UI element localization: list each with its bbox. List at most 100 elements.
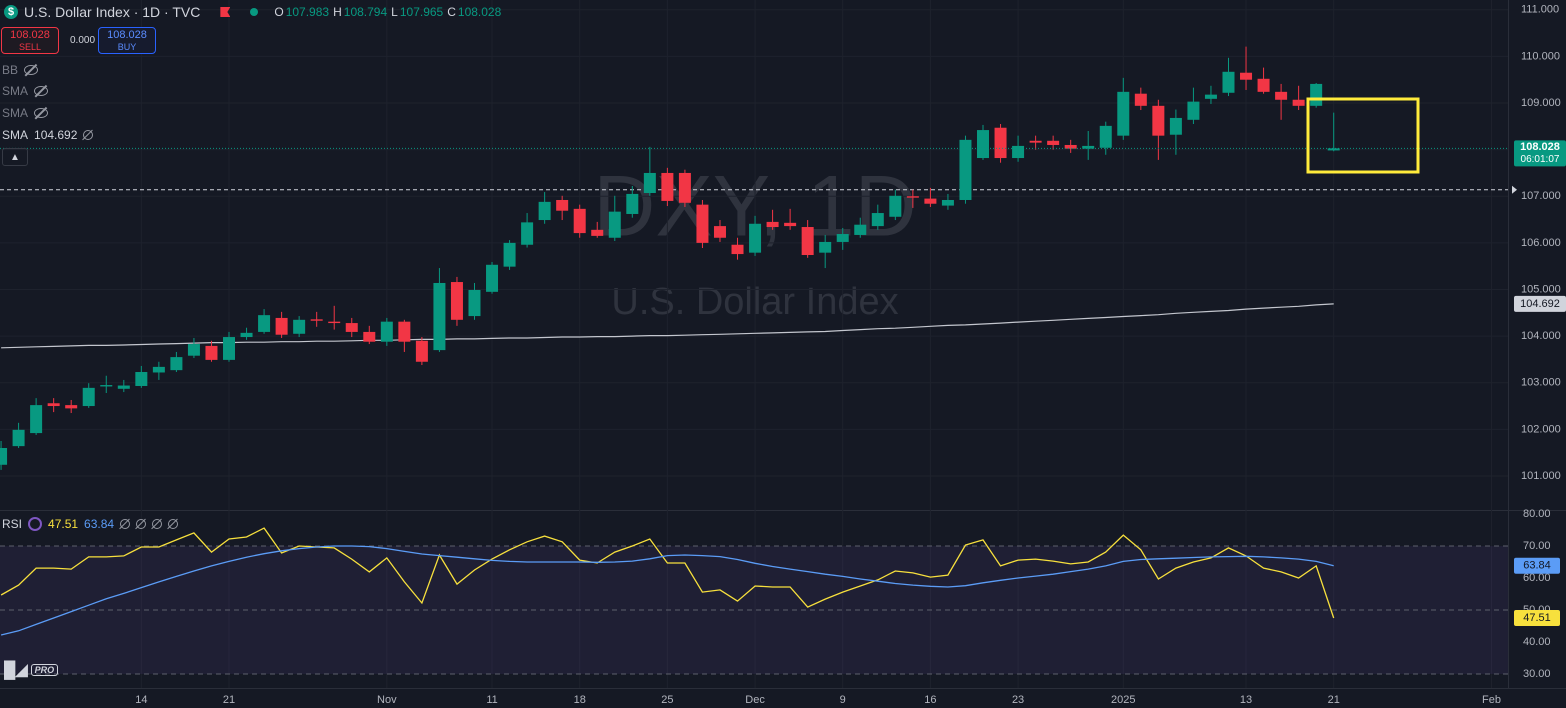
candle-body: [187, 344, 200, 356]
rsi-tick-label: 40.00: [1523, 636, 1551, 648]
ohlc-key: O: [274, 5, 284, 19]
rsi-tick-label: 70.00: [1523, 540, 1551, 552]
y-tick-label: 110.000: [1521, 50, 1560, 62]
candle-body: [47, 403, 60, 407]
rsi-tick-label: 30.00: [1523, 668, 1551, 680]
y-tick-label: 109.000: [1521, 97, 1561, 109]
ohlc-key: L: [391, 5, 398, 19]
y-tick-label: 111.000: [1521, 4, 1559, 16]
candle-body: [258, 315, 271, 332]
candle-body: [380, 321, 393, 342]
logo[interactable]: █◢ PRO: [4, 660, 59, 680]
candle-body: [310, 319, 323, 321]
candle-body: [1169, 117, 1182, 135]
rsi-label: 47.51: [1523, 612, 1551, 624]
indicator-row[interactable]: SMA: [2, 84, 49, 98]
candle-body: [591, 229, 604, 236]
candle-body: [1187, 101, 1200, 120]
x-tick-label: 21: [1328, 694, 1340, 706]
candle-body: [626, 193, 639, 214]
hidden-icon[interactable]: [34, 86, 49, 96]
ohlc-key: C: [447, 5, 456, 19]
candle-body: [65, 405, 78, 409]
y-tick-label: 101.000: [1521, 470, 1561, 482]
x-tick-label: 18: [574, 694, 586, 706]
candle-body: [994, 127, 1007, 159]
indicator-row[interactable]: SMA 104.692: [2, 128, 94, 142]
candle-body: [415, 340, 428, 362]
candle-body: [1257, 78, 1270, 92]
candle-body: [1240, 72, 1253, 80]
x-tick-label: 2025: [1111, 694, 1135, 706]
candle-body: [906, 196, 919, 198]
buy-button[interactable]: 108.028 BUY: [98, 27, 156, 54]
na-icon: [120, 519, 131, 529]
candle-body: [784, 222, 797, 227]
candle-body: [854, 224, 867, 235]
buy-label: BUY: [117, 41, 137, 52]
indicator-value: 104.692: [34, 128, 78, 142]
sma-label: 104.692: [1520, 298, 1560, 310]
buy-price: 108.028: [107, 28, 147, 41]
indicator-row[interactable]: SMA: [2, 106, 49, 120]
candle-body: [275, 317, 288, 335]
ohlc-value: 107.965: [399, 5, 444, 19]
candle-body: [1222, 71, 1235, 93]
sma-label-box: [1514, 295, 1566, 312]
candle-body: [924, 198, 937, 204]
x-tick-label: 11: [486, 694, 497, 706]
symbol-title[interactable]: U.S. Dollar Index · 1D · TVC: [24, 4, 201, 20]
countdown-label: 06:01:07: [1521, 154, 1560, 165]
candle-body: [819, 241, 832, 253]
ohlc-key: H: [333, 5, 342, 19]
rsi-tick-label: 60.00: [1523, 572, 1551, 584]
candle-body: [12, 429, 25, 447]
hidden-icon[interactable]: [24, 65, 39, 75]
y-tick-label: 105.000: [1521, 283, 1561, 295]
logo-mark: █◢: [4, 662, 28, 679]
candle-body: [889, 195, 902, 217]
rsi-title[interactable]: RSI: [2, 517, 23, 531]
collapse-button[interactable]: ▲: [2, 148, 28, 166]
y-tick-label: 103.000: [1521, 377, 1561, 389]
candle-body: [1275, 91, 1288, 100]
candle-body: [398, 321, 411, 342]
candle-body: [468, 289, 481, 317]
candle-body: [556, 199, 569, 211]
na-icon: [152, 519, 163, 529]
price-line-arrow: [1512, 185, 1517, 194]
rsi-label-box: [1514, 609, 1560, 626]
candle-body: [205, 345, 218, 360]
candle-body: [1012, 145, 1025, 159]
candle-body: [696, 204, 709, 243]
y-tick-label: 104.000: [1521, 330, 1561, 342]
candle-body: [661, 172, 674, 201]
candle-body: [1029, 140, 1042, 143]
hidden-icon[interactable]: [34, 108, 49, 118]
sell-button[interactable]: 108.028 SELL: [1, 27, 59, 54]
rsi-line: [0, 545, 1334, 636]
rsi-tick-label: 80.00: [1523, 508, 1551, 520]
candle-body: [1117, 91, 1130, 136]
candle-body: [713, 226, 726, 238]
price-label-box: [1514, 140, 1566, 167]
indicator-name: SMA: [2, 106, 29, 120]
rsi-label-box: [1514, 557, 1560, 574]
candle-body: [1082, 145, 1095, 149]
spread: 0.000: [70, 35, 96, 46]
candle-body: [223, 337, 236, 360]
x-tick-label: Nov: [377, 694, 397, 706]
candle-body: [871, 213, 884, 227]
rsi-icon: [28, 517, 43, 531]
indicator-row[interactable]: BB: [2, 63, 39, 77]
x-tick-label: 23: [1012, 694, 1024, 706]
x-tick-label: 21: [223, 694, 235, 706]
candle-body: [82, 387, 95, 407]
candle-body: [100, 385, 113, 387]
candle-body: [1204, 94, 1217, 99]
price-label: 108.028: [1520, 141, 1560, 153]
flag-icon[interactable]: [220, 7, 231, 17]
candle-body: [30, 405, 43, 434]
candle-body: [1134, 93, 1147, 106]
